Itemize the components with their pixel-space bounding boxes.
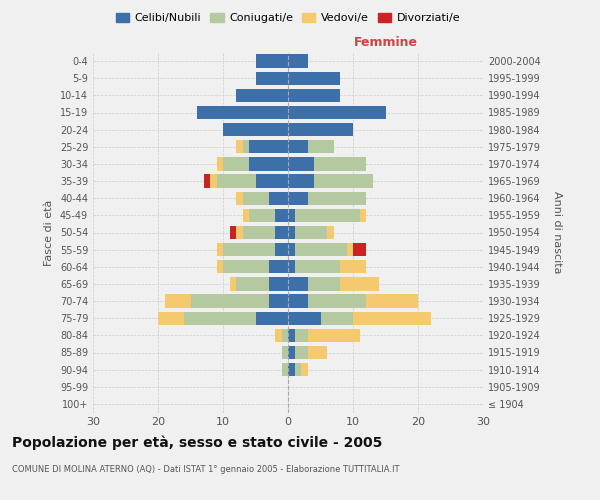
Bar xyxy=(288,226,295,239)
Bar xyxy=(269,294,288,308)
Bar xyxy=(366,294,418,308)
Bar xyxy=(308,192,366,205)
Bar xyxy=(217,174,256,188)
Bar xyxy=(158,312,184,325)
Bar xyxy=(184,312,256,325)
Bar xyxy=(340,277,379,290)
Bar xyxy=(308,294,366,308)
Bar xyxy=(295,208,359,222)
Bar xyxy=(327,226,334,239)
Bar xyxy=(288,140,308,153)
Bar xyxy=(288,157,314,170)
Bar xyxy=(281,346,288,359)
Bar xyxy=(223,157,249,170)
Bar xyxy=(236,192,242,205)
Bar xyxy=(223,260,269,274)
Bar xyxy=(288,243,295,256)
Bar xyxy=(249,140,288,153)
Bar xyxy=(288,54,308,68)
Bar xyxy=(320,312,353,325)
Bar xyxy=(288,88,340,102)
Bar xyxy=(242,208,249,222)
Bar xyxy=(256,312,288,325)
Bar xyxy=(288,106,386,119)
Bar xyxy=(223,243,275,256)
Bar xyxy=(288,174,314,188)
Bar xyxy=(217,260,223,274)
Bar xyxy=(275,243,288,256)
Bar xyxy=(236,277,269,290)
Bar xyxy=(295,243,347,256)
Bar xyxy=(288,277,308,290)
Bar xyxy=(288,346,295,359)
Bar xyxy=(230,277,236,290)
Bar xyxy=(236,140,242,153)
Bar xyxy=(295,226,327,239)
Text: Femmine: Femmine xyxy=(353,36,418,49)
Bar xyxy=(295,363,301,376)
Y-axis label: Anni di nascita: Anni di nascita xyxy=(552,191,562,274)
Bar xyxy=(256,72,288,85)
Bar xyxy=(288,208,295,222)
Bar xyxy=(191,294,269,308)
Bar xyxy=(308,277,340,290)
Bar xyxy=(242,192,269,205)
Bar xyxy=(308,140,334,153)
Bar xyxy=(242,226,275,239)
Bar xyxy=(288,260,295,274)
Bar xyxy=(288,123,353,136)
Bar xyxy=(295,346,308,359)
Bar xyxy=(288,312,320,325)
Bar xyxy=(340,260,366,274)
Bar xyxy=(295,260,340,274)
Bar xyxy=(164,294,191,308)
Bar xyxy=(314,174,373,188)
Bar xyxy=(308,328,359,342)
Bar xyxy=(203,174,210,188)
Text: COMUNE DI MOLINA ATERNO (AQ) - Dati ISTAT 1° gennaio 2005 - Elaborazione TUTTITA: COMUNE DI MOLINA ATERNO (AQ) - Dati ISTA… xyxy=(12,466,400,474)
Bar xyxy=(308,346,327,359)
Bar xyxy=(275,226,288,239)
Bar xyxy=(242,140,249,153)
Bar xyxy=(301,363,308,376)
Y-axis label: Fasce di età: Fasce di età xyxy=(44,200,54,266)
Bar xyxy=(236,226,242,239)
Bar xyxy=(236,88,288,102)
Bar xyxy=(269,260,288,274)
Bar xyxy=(217,157,223,170)
Bar xyxy=(256,174,288,188)
Bar xyxy=(288,363,295,376)
Bar xyxy=(314,157,366,170)
Bar xyxy=(295,328,308,342)
Bar xyxy=(275,328,281,342)
Bar xyxy=(223,123,288,136)
Bar xyxy=(210,174,217,188)
Text: Popolazione per età, sesso e stato civile - 2005: Popolazione per età, sesso e stato civil… xyxy=(12,436,382,450)
Bar xyxy=(288,72,340,85)
Bar xyxy=(275,208,288,222)
Bar xyxy=(269,277,288,290)
Bar xyxy=(217,243,223,256)
Bar xyxy=(288,294,308,308)
Bar xyxy=(249,208,275,222)
Bar xyxy=(353,243,366,256)
Bar xyxy=(281,328,288,342)
Bar xyxy=(359,208,366,222)
Legend: Celibi/Nubili, Coniugati/e, Vedovi/e, Divorziati/e: Celibi/Nubili, Coniugati/e, Vedovi/e, Di… xyxy=(112,8,464,28)
Bar xyxy=(288,192,308,205)
Bar xyxy=(353,312,431,325)
Bar xyxy=(197,106,288,119)
Bar xyxy=(256,54,288,68)
Bar xyxy=(347,243,353,256)
Bar xyxy=(230,226,236,239)
Bar xyxy=(269,192,288,205)
Bar xyxy=(281,363,288,376)
Bar xyxy=(288,328,295,342)
Bar xyxy=(249,157,288,170)
